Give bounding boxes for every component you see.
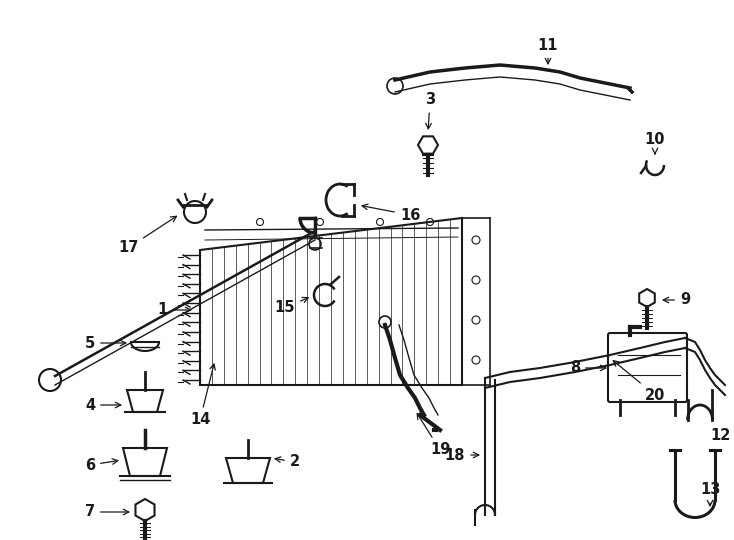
Text: 5: 5 [85,335,126,350]
Text: 3: 3 [425,92,435,129]
Text: 16: 16 [362,204,420,222]
Text: 12: 12 [710,428,730,442]
Text: 6: 6 [85,457,118,472]
Text: 8: 8 [570,361,606,375]
Text: 19: 19 [417,414,450,457]
Text: 20: 20 [613,361,665,402]
Text: 9: 9 [664,293,690,307]
Text: 15: 15 [275,298,308,315]
Text: 11: 11 [538,37,559,64]
Text: 2: 2 [275,455,300,469]
Text: 4: 4 [85,397,121,413]
Text: 18: 18 [445,448,479,462]
Text: 10: 10 [644,132,665,154]
Text: 7: 7 [85,504,129,519]
Text: 13: 13 [700,483,720,506]
Text: 1: 1 [157,302,191,318]
Text: 17: 17 [118,217,176,255]
Text: 14: 14 [190,364,215,428]
